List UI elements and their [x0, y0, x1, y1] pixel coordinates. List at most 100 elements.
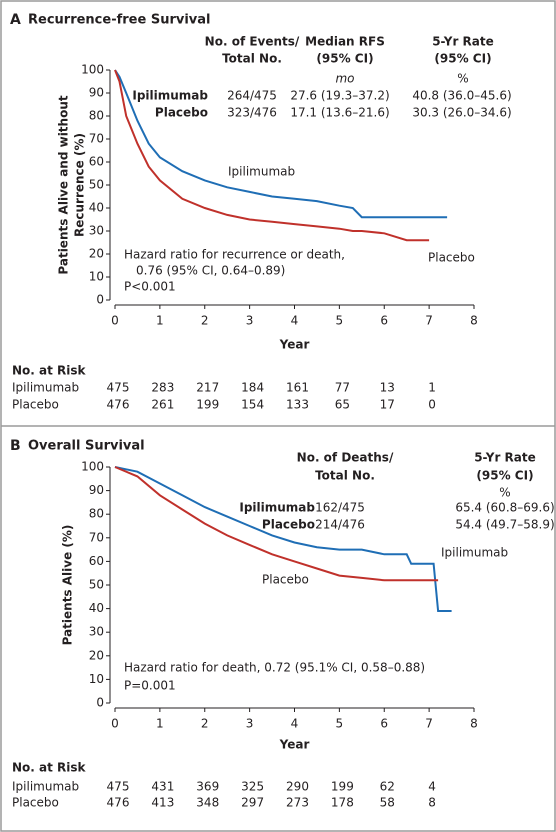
y-tick-label: 90: [89, 483, 104, 497]
x-tick-label: 0: [111, 314, 119, 328]
survival-curve: [114, 466, 439, 582]
panel-letter: B: [10, 438, 21, 454]
x-tick-label: 4: [291, 717, 299, 731]
risk-count: 273: [286, 796, 309, 810]
x-tick-label: 6: [380, 314, 388, 328]
risk-count: 13: [380, 381, 395, 395]
risk-count: 348: [196, 796, 219, 810]
risk-count: 133: [286, 398, 309, 412]
y-axis-label: Patients Alive and without: [57, 95, 71, 274]
annotation: 0.76 (95% CI, 0.64–0.89): [136, 264, 285, 278]
y-axis-label: Recurrence (%): [73, 133, 87, 237]
stats-row-name: Ipilimumab: [132, 89, 208, 103]
x-tick-label: 2: [201, 314, 209, 328]
stats-header: mo: [335, 72, 354, 86]
y-tick-label: 0: [96, 696, 104, 710]
stats-header: %: [499, 486, 510, 500]
curve-label: Placebo: [428, 251, 475, 265]
x-tick-label: 3: [246, 717, 254, 731]
risk-count: 8: [428, 796, 436, 810]
stats-cell: 323/476: [227, 106, 277, 120]
y-tick-label: 100: [81, 460, 104, 474]
risk-count: 77: [335, 381, 350, 395]
curve-label: Ipilimumab: [228, 165, 295, 179]
risk-count: 475: [107, 780, 130, 794]
y-tick-label: 40: [89, 201, 104, 215]
stats-header: (95% CI): [316, 52, 373, 66]
risk-row-name: Placebo: [12, 796, 59, 810]
risk-row-name: Placebo: [12, 398, 59, 412]
risk-count: 199: [196, 398, 219, 412]
risk-count: 413: [151, 796, 174, 810]
x-tick-label: 5: [336, 314, 344, 328]
x-tick-label: 7: [425, 717, 433, 731]
stats-cell: 54.4 (49.7–58.9): [455, 518, 554, 532]
y-tick-label: 30: [89, 625, 104, 639]
risk-count: 58: [380, 796, 395, 810]
y-tick-label: 80: [89, 109, 104, 123]
risk-count: 475: [107, 381, 130, 395]
risk-count: 0: [428, 398, 436, 412]
risk-count: 297: [241, 796, 264, 810]
risk-title: No. at Risk: [12, 364, 87, 378]
x-axis-label: Year: [279, 738, 310, 752]
y-tick-label: 40: [89, 601, 104, 615]
stats-cell: 65.4 (60.8–69.6): [455, 501, 554, 515]
stats-header: 5-Yr Rate: [474, 451, 536, 465]
stats-header: (95% CI): [434, 52, 491, 66]
y-tick-label: 70: [89, 132, 104, 146]
curve-label: Ipilimumab: [441, 546, 508, 560]
y-tick-label: 90: [89, 86, 104, 100]
y-tick-label: 70: [89, 530, 104, 544]
x-tick-label: 8: [470, 717, 478, 731]
x-tick-label: 3: [246, 314, 254, 328]
risk-title: No. at Risk: [12, 761, 87, 775]
y-axis-label: Patients Alive (%): [61, 525, 75, 646]
y-tick-label: 60: [89, 155, 104, 169]
annotation: Hazard ratio for death, 0.72 (95.1% CI, …: [124, 661, 425, 675]
y-tick-label: 50: [89, 578, 104, 592]
risk-count: 161: [286, 381, 309, 395]
risk-count: 476: [107, 796, 130, 810]
x-tick-label: 8: [470, 314, 478, 328]
x-tick-label: 1: [156, 314, 164, 328]
stats-cell: 40.8 (36.0–45.6): [412, 89, 511, 103]
stats-header: No. of Deaths/: [297, 451, 394, 465]
annotation: P<0.001: [124, 280, 176, 294]
risk-count: 290: [286, 780, 309, 794]
risk-count: 1: [428, 381, 436, 395]
risk-count: 325: [241, 780, 264, 794]
y-tick-label: 50: [89, 178, 104, 192]
survival-curve: [114, 466, 452, 612]
x-tick-label: 7: [425, 314, 433, 328]
y-tick-label: 10: [89, 270, 104, 284]
risk-count: 261: [151, 398, 174, 412]
stats-header: %: [457, 72, 468, 86]
y-tick-label: 100: [81, 63, 104, 77]
risk-count: 431: [151, 780, 174, 794]
x-axis-label: Year: [279, 338, 310, 352]
stats-cell: 30.3 (26.0–34.6): [412, 106, 511, 120]
stats-header: (95% CI): [476, 469, 533, 483]
risk-count: 184: [241, 381, 264, 395]
x-tick-label: 2: [201, 717, 209, 731]
stats-row-name: Placebo: [262, 518, 315, 532]
risk-count: 283: [151, 381, 174, 395]
stats-cell: 27.6 (19.3–37.2): [290, 89, 389, 103]
survival-curve: [114, 69, 430, 242]
annotation: P=0.001: [124, 679, 176, 693]
annotation: Hazard ratio for recurrence or death,: [124, 248, 345, 262]
risk-row-name: Ipilimumab: [12, 381, 79, 395]
risk-count: 65: [335, 398, 350, 412]
y-tick-label: 30: [89, 224, 104, 238]
panel-title: Overall Survival: [28, 439, 145, 454]
risk-count: 217: [196, 381, 219, 395]
y-tick-label: 20: [89, 247, 104, 261]
risk-count: 4: [428, 780, 436, 794]
stats-header: 5-Yr Rate: [432, 35, 494, 49]
stats-cell: 162/475: [315, 501, 365, 515]
stats-header: Total No.: [315, 469, 375, 483]
y-tick-label: 80: [89, 507, 104, 521]
stats-cell: 17.1 (13.6–21.6): [290, 106, 389, 120]
